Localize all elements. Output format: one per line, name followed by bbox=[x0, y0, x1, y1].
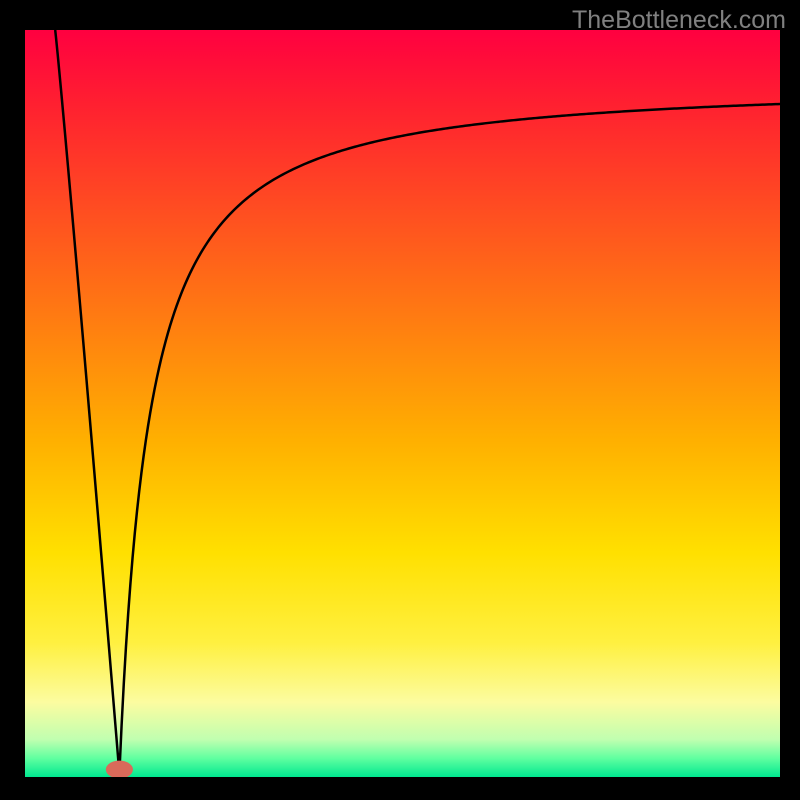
gradient-background bbox=[25, 30, 780, 777]
chart-svg bbox=[25, 30, 780, 777]
chart-container: TheBottleneck.com bbox=[0, 0, 800, 800]
watermark-label: TheBottleneck.com bbox=[572, 6, 786, 35]
plot-area bbox=[25, 30, 780, 777]
